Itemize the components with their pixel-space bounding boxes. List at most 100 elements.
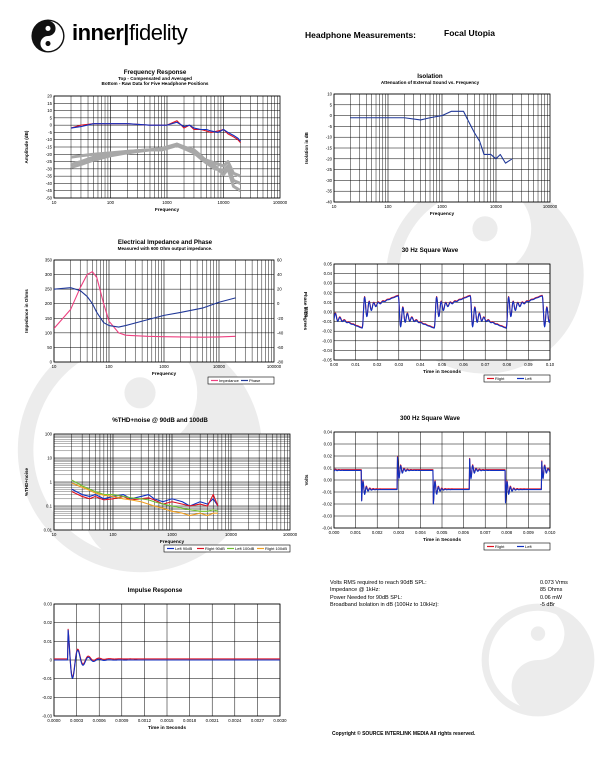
series-line-gray (70, 142, 242, 192)
y-tick-label: 0.05 (324, 262, 333, 267)
series-line-right-90db (71, 491, 219, 507)
spec-row: Impedance @ 1kHz: 85 Ohms (330, 587, 568, 594)
x-tick-label: 0.0027 (251, 718, 265, 723)
y-tick-label: 0.04 (324, 271, 333, 276)
series-line-right-100db (71, 482, 218, 517)
y-tick-label: 0.02 (324, 290, 333, 295)
series-line-left-100db (71, 479, 219, 512)
x-tick-label: 1000 (437, 204, 447, 209)
legend-label: Left (525, 376, 533, 381)
y-tick-label: -20 (326, 156, 333, 161)
impedance-phase-chart: Electrical Impedance and Phase Measured w… (20, 238, 310, 388)
y-tick-label: 350 (45, 258, 53, 263)
chart-title: Frequency Response (124, 69, 187, 76)
series-line-left (334, 295, 550, 329)
series-group (71, 479, 219, 517)
y-tick-label: -0.02 (322, 329, 332, 334)
y-axis-label: Amplitude (dB) (24, 130, 29, 163)
x-tick-label: 100 (109, 532, 117, 537)
isolation-chart: Isolation Attenuation of External Sound v… (300, 72, 560, 222)
y-tick-label: -45 (46, 188, 53, 193)
y-tick-label: 0.04 (324, 430, 333, 435)
y-tick-label: -40 (326, 200, 333, 205)
grid (333, 93, 550, 203)
chart-title: Electrical Impedance and Phase (118, 239, 213, 246)
chart-subtitle: Top - Compensated and Averaged (118, 76, 192, 81)
y-tick-label: 0.01 (44, 528, 53, 533)
x-tick-label: 100000 (283, 532, 298, 537)
x-tick-label: 0.0030 (273, 718, 287, 723)
series-line-navy (350, 110, 513, 164)
y-tick-label: 10 (47, 108, 52, 113)
x-tick-label: 10 (52, 532, 57, 537)
y-tick-label: -0.04 (322, 348, 332, 353)
x-tick-label: 10000 (218, 200, 231, 205)
y-tick-label: 0 (50, 360, 53, 365)
brand-bold: inner (72, 20, 124, 45)
y2-tick-label: -40 (277, 330, 284, 335)
thd-chart: %THD+noise @ 90dB and 100dB 10 100 1000 1000… (20, 416, 300, 556)
y-tick-label: 200 (45, 301, 53, 306)
x-tick-label: 0.01 (351, 362, 360, 367)
y-axis-label: Impedance in Ohms (24, 289, 29, 333)
y-tick-label: -20 (46, 152, 53, 157)
chart-title: Isolation (417, 73, 443, 80)
x-tick-label: 0.07 (481, 362, 490, 367)
x-axis-label: Time in Seconds (148, 725, 186, 731)
y-tick-label: -0.03 (322, 338, 332, 343)
y-tick-label: 0.00 (324, 310, 333, 315)
x-tick-label: 0.0012 (138, 718, 152, 723)
spec-value: 85 Ohms (540, 587, 563, 594)
y-tick-label: -0.03 (322, 514, 332, 519)
y-tick-label: 5 (50, 115, 53, 120)
chart-title: 30 Hz Square Wave (402, 247, 459, 254)
y-tick-label: 0.1 (46, 504, 53, 509)
x-tick-label: 0.05 (438, 362, 447, 367)
y-tick-label: 100 (45, 330, 53, 335)
x-tick-label: 0.0003 (70, 718, 84, 723)
x-tick-label: 0.0018 (183, 718, 197, 723)
y-tick-label: -0.01 (42, 676, 52, 681)
y2-tick-label: 0 (277, 301, 280, 306)
model-name: Focal Utopia (444, 28, 496, 38)
legend-label: Right (495, 544, 505, 549)
y-tick-label: 0 (50, 658, 53, 663)
x-tick-label: 0.010 (545, 530, 556, 535)
y-tick-label: -0.04 (322, 526, 332, 531)
spec-label: Broadband Isolation in dB (100Hz to 10kH… (330, 601, 439, 608)
x-axis-label: Frequency (430, 211, 455, 217)
imp2-svg: Impulse Response 0.0000 0.0003 0.0006 0.0009… (42, 587, 287, 731)
series-group (70, 120, 242, 192)
y-axis-label: Volts (304, 306, 309, 317)
brand-separator: | (123, 20, 129, 45)
x-tick-label: 1000 (159, 364, 169, 369)
y2-axis-label: Phase in Degrees (303, 292, 308, 331)
x-tick-label: 100 (384, 204, 392, 209)
grid (53, 95, 280, 199)
x-tick-label: 0.003 (393, 530, 404, 535)
y2-tick-label: 40 (277, 272, 282, 277)
x-tick-label: 1000 (167, 532, 177, 537)
series-line-impedance (54, 271, 236, 338)
x-axis-label: Frequency (160, 539, 185, 545)
y-tick-label: -5 (48, 130, 52, 135)
chart-title: %THD+noise @ 90dB and 100dB (112, 417, 208, 424)
square-wave-30hz-chart: 30 Hz Square Wave 0.00 0.01 0.02 0.03 0.04 0.0… (300, 246, 560, 386)
x-axis-label: Time in Seconds (423, 369, 461, 375)
x-tick-label: 100 (107, 200, 115, 205)
x-tick-label: 0.04 (416, 362, 425, 367)
y-tick-label: 0.03 (44, 602, 53, 607)
x-tick-label: 0.000 (329, 530, 340, 535)
x-tick-label: 0.008 (501, 530, 512, 535)
copyright-notice: Copyright © SOURCE INTERLINK MEDIA All r… (332, 731, 476, 737)
legend-label: Left 100dB (235, 546, 255, 551)
y-tick-label: -5 (328, 124, 332, 129)
x-tick-label: 10 (332, 204, 337, 209)
x-axis-label: Frequency (155, 207, 180, 213)
y-tick-label: -25 (326, 167, 333, 172)
legend-label: Right (495, 376, 505, 381)
x-tick-label: 0.0015 (160, 718, 174, 723)
x-tick-label: 0.10 (546, 362, 555, 367)
x-tick-label: 0.006 (458, 530, 469, 535)
